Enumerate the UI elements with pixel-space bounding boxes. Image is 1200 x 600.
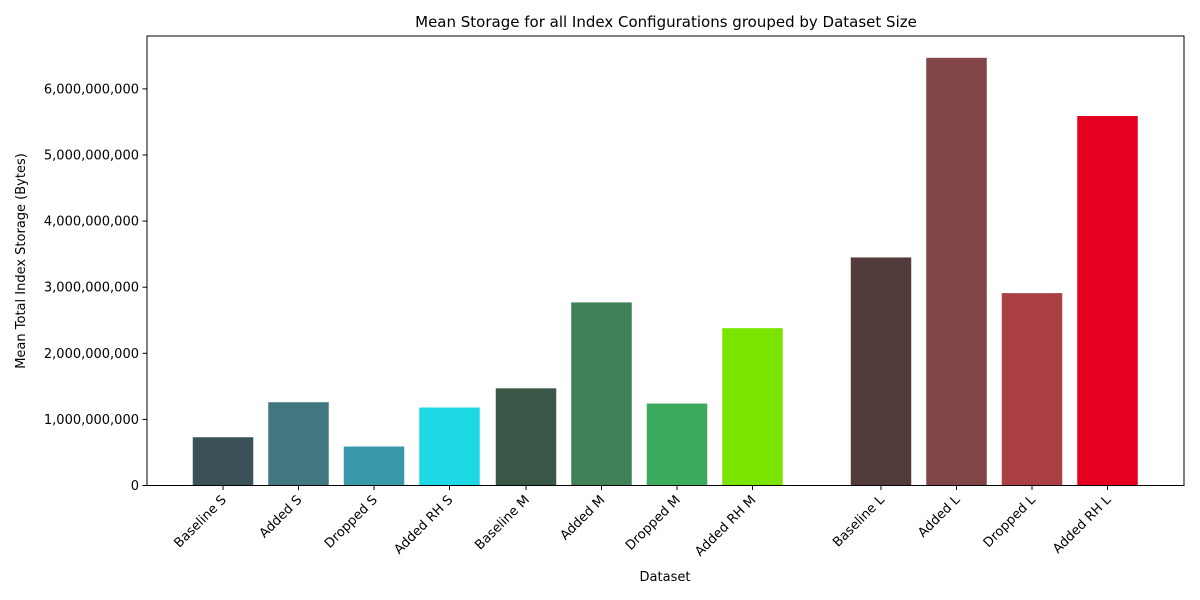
y-axis: 0 1,000,000,000 2,000,000,000 3,000,000,000…	[44, 82, 147, 494]
bar-added-rh-l	[1077, 115, 1138, 486]
bar-dropped-s	[343, 446, 405, 486]
x-tick-label: Added L	[915, 492, 963, 540]
y-tick-label: 4,000,000,000	[44, 215, 139, 230]
y-tick-label: 0	[131, 479, 139, 494]
x-axis: Baseline S Added S Dropped S Added RH S Base…	[171, 485, 1115, 560]
x-tick-label: Baseline M	[472, 493, 532, 553]
bar-baseline-m	[495, 388, 557, 486]
plot-frame	[146, 35, 1185, 486]
y-axis-label: Mean Total Index Storage (Bytes)	[14, 153, 29, 369]
y-tick-label: 2,000,000,000	[44, 347, 139, 362]
x-tick-label: Dropped L	[981, 492, 1040, 551]
x-tick-label: Added RH M	[692, 493, 759, 560]
y-tick-label: 5,000,000,000	[44, 148, 139, 163]
x-axis-label: Dataset	[640, 570, 691, 585]
bar-dropped-l	[1001, 293, 1063, 486]
x-tick-label: Baseline L	[830, 492, 888, 550]
bar-added-m	[571, 302, 632, 486]
bar-added-rh-m	[722, 328, 783, 486]
y-tick-label: 3,000,000,000	[44, 281, 139, 296]
x-tick-label: Added S	[257, 493, 306, 542]
bar-dropped-m	[646, 403, 708, 486]
y-tick-label: 1,000,000,000	[44, 413, 139, 428]
bar-added-rh-s	[419, 407, 480, 486]
x-tick-label: Dropped S	[322, 493, 381, 552]
bar-added-l	[926, 57, 987, 486]
bar-baseline-s	[192, 437, 254, 486]
bar-added-s	[268, 402, 329, 486]
bars-group	[192, 57, 1138, 486]
x-tick-label: Added RH S	[391, 493, 456, 558]
chart-title: Mean Storage for all Index Configuration…	[415, 13, 917, 31]
x-tick-label: Added RH L	[1050, 492, 1115, 557]
x-tick-label: Dropped M	[623, 493, 684, 554]
x-tick-label: Baseline S	[171, 493, 229, 551]
y-tick-label: 6,000,000,000	[44, 82, 139, 97]
x-tick-label: Added M	[558, 493, 609, 544]
bar-baseline-l	[850, 257, 912, 486]
